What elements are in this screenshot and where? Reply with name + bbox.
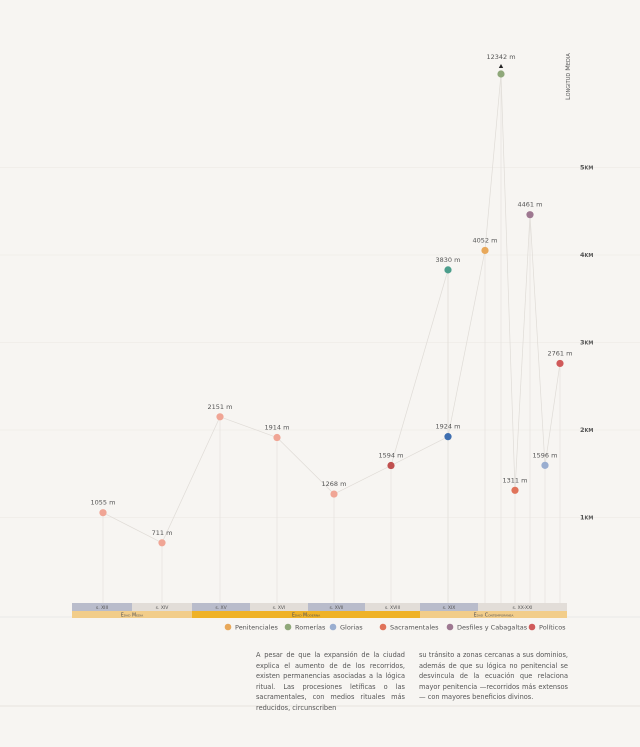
legend-swatch — [284, 623, 292, 631]
connector — [390, 269, 449, 466]
point — [497, 70, 505, 78]
value-label: 4461 m — [518, 201, 543, 209]
point — [330, 490, 338, 498]
value-label: 711 m — [152, 529, 173, 537]
paragraph: su tránsito a zonas cercanas a sus domin… — [419, 651, 568, 702]
century-band — [420, 603, 478, 611]
point — [444, 433, 452, 441]
value-label: 2151 m — [208, 403, 233, 411]
x-tick-label: s. XVI — [273, 605, 286, 611]
y-tick-label: 4km — [580, 251, 593, 259]
connector — [390, 436, 449, 466]
century-band — [192, 603, 250, 611]
point — [541, 461, 549, 469]
connector — [447, 250, 486, 437]
century-band — [250, 603, 308, 611]
value-label: 1055 m — [91, 499, 116, 507]
century-band — [132, 603, 192, 611]
legend-label: Glorias — [340, 624, 363, 632]
connector — [333, 465, 392, 495]
value-label: 2761 m — [548, 349, 573, 357]
body-text: A pesar de que la expansión de la ciudad… — [256, 650, 568, 714]
x-tick-label: s. XIX — [443, 605, 456, 611]
legend-label: Romerías — [295, 624, 326, 632]
y-tick-label: 5km — [580, 164, 593, 172]
era-band — [72, 611, 192, 618]
era-band — [192, 611, 420, 618]
point — [556, 359, 564, 368]
connector — [514, 214, 531, 491]
legend-swatch — [329, 623, 337, 631]
point — [511, 486, 519, 494]
era-label: Edad Contemporánea — [474, 612, 515, 618]
value-label: 1268 m — [322, 480, 347, 488]
legend-label: Desfiles y Cabagaltas — [457, 624, 528, 632]
x-tick-label: s. XX-XXI — [512, 605, 532, 611]
connector — [484, 73, 502, 251]
legend-swatch — [224, 623, 232, 631]
x-tick-label: s. XVIII — [385, 605, 400, 611]
point — [481, 246, 489, 255]
connector — [102, 512, 163, 544]
y-axis-title: Longitud Media — [564, 53, 572, 100]
connector — [219, 416, 278, 438]
point — [158, 539, 166, 547]
legend-swatch — [528, 623, 536, 631]
connector — [529, 214, 546, 466]
x-tick-label: s. XIV — [156, 605, 170, 611]
paragraph: A pesar de que la expansión de la ciudad… — [256, 651, 405, 712]
value-label: 1914 m — [265, 424, 290, 432]
legend-label: Sacramentales — [390, 624, 439, 632]
y-tick-label: 1km — [580, 514, 593, 522]
legend-label: Políticos — [539, 624, 566, 632]
value-label: 1596 m — [533, 451, 558, 459]
value-label: 1311 m — [503, 476, 528, 484]
value-label: 3830 m — [436, 256, 461, 264]
century-band — [478, 603, 567, 611]
x-tick-label: s. XV — [215, 605, 227, 611]
x-tick-label: s. XVII — [329, 605, 343, 611]
value-label: 1924 m — [436, 423, 461, 431]
y-tick-label: 2km — [580, 426, 593, 434]
century-band — [365, 603, 420, 611]
value-label: 1594 m — [379, 452, 404, 460]
point — [526, 211, 534, 219]
legend-swatch — [379, 623, 387, 631]
legend-label: Penitenciales — [235, 624, 278, 632]
legend-swatch — [446, 623, 454, 631]
y-tick-label: 3km — [580, 339, 593, 347]
point — [273, 433, 281, 442]
era-band — [420, 611, 567, 618]
century-band — [308, 603, 365, 611]
century-band — [72, 603, 132, 611]
overflow-arrow — [498, 64, 504, 68]
value-label: 12342 m — [486, 53, 515, 61]
connector — [500, 73, 516, 491]
point — [387, 461, 395, 470]
connector — [276, 437, 335, 495]
era-label: Edad Media — [121, 612, 144, 618]
point — [444, 266, 452, 274]
point — [99, 509, 107, 517]
connector — [161, 416, 221, 543]
x-tick-label: s. XIII — [96, 605, 108, 611]
point — [216, 413, 224, 421]
connector — [544, 363, 561, 466]
value-label: 4052 m — [473, 236, 498, 244]
era-label: Edad Moderna — [292, 612, 321, 618]
